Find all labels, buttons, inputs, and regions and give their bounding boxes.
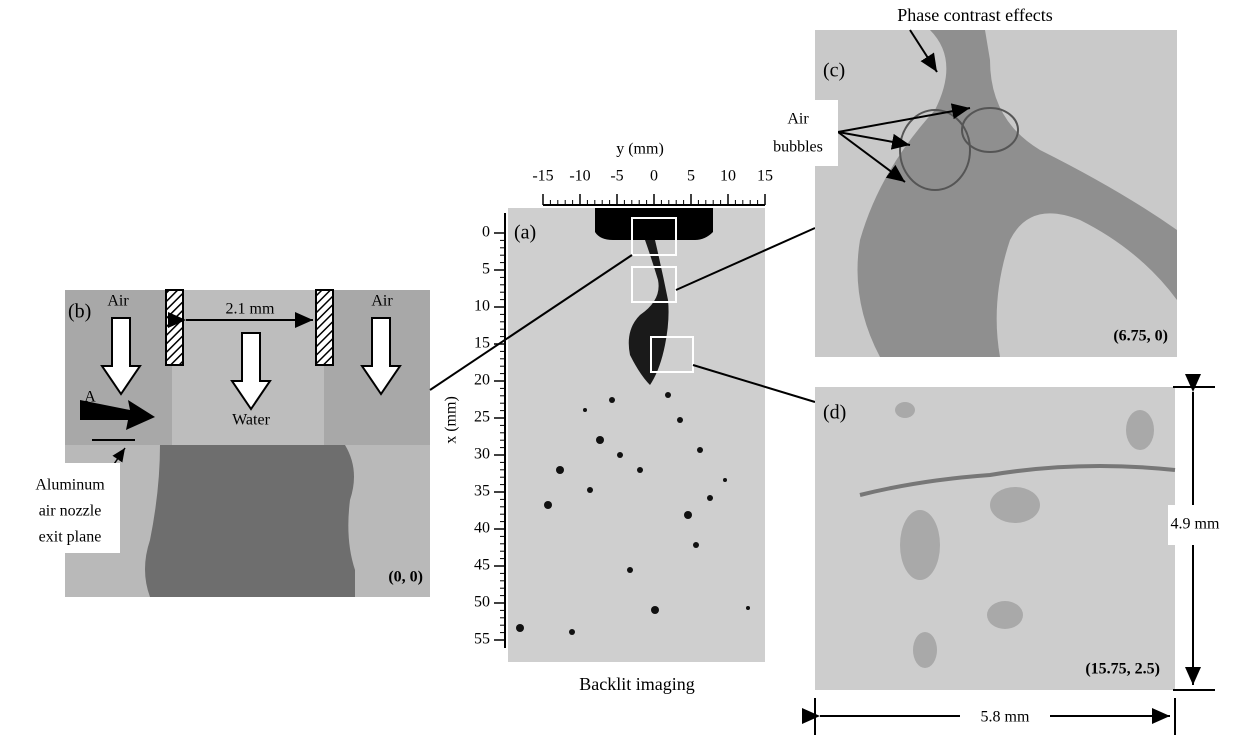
tick-label: 50: [474, 594, 490, 611]
tick-label: -10: [569, 168, 590, 185]
tick-label: 45: [474, 557, 490, 574]
tick-label: 20: [474, 372, 490, 389]
tick-label: -15: [532, 168, 553, 185]
panel-c: Phase contrast effects Air bubbles (c) (…: [758, 5, 1177, 357]
dimension: 5.8 mm: [981, 709, 1030, 726]
nozzle-wall: [316, 290, 333, 365]
coordinates: (6.75, 0): [1113, 328, 1168, 345]
tick-label: 0: [482, 224, 490, 241]
tick-label: 10: [720, 168, 736, 185]
note-line: Air: [787, 111, 809, 128]
note-line: Aluminum: [35, 477, 105, 494]
caption: Backlit imaging: [579, 674, 694, 694]
panel-label: (b): [68, 301, 91, 323]
panel-label: (c): [823, 60, 845, 82]
annotation: Phase contrast effects: [897, 5, 1053, 25]
annotation: Air: [371, 293, 393, 310]
tick-label: 10: [474, 298, 490, 315]
annotation: 2.1 mm: [226, 301, 275, 318]
panel-d: (d) (15.75, 2.5) 4.9 mm 5.8 mm: [815, 387, 1226, 735]
dimension: 4.9 mm: [1171, 516, 1220, 533]
tick-label: 0: [650, 168, 658, 185]
note-line: exit plane: [39, 529, 102, 546]
panel-label: (d): [823, 402, 846, 424]
image: [508, 208, 765, 662]
tick-label: 15: [474, 335, 490, 352]
nozzle-wall: [166, 290, 183, 365]
tick-label: 30: [474, 446, 490, 463]
panel-b: (b) Air Air 2.1 mm Water A Aluminum air …: [20, 290, 430, 597]
panel-label: (a): [514, 222, 536, 244]
figure: (b) Air Air 2.1 mm Water A Aluminum air …: [0, 0, 1233, 738]
tick-label: -5: [610, 168, 623, 185]
note-line: air nozzle: [39, 503, 102, 520]
panel-a: (a) y (mm) x (mm) Backlit imaging -15 -10…: [443, 141, 773, 694]
annotation: Water: [232, 412, 270, 429]
axis-label: y (mm): [616, 141, 664, 158]
coordinates: (0, 0): [388, 569, 423, 586]
nozzle: [595, 208, 713, 240]
tick-label: 55: [474, 631, 490, 648]
annotation: Air: [107, 293, 129, 310]
tick-label: 15: [757, 168, 773, 185]
annotation: A: [84, 389, 96, 406]
tick-label: 40: [474, 520, 490, 537]
tick-label: 5: [687, 168, 695, 185]
axis-label: x (mm): [443, 396, 460, 444]
coordinates: (15.75, 2.5): [1085, 661, 1160, 678]
tick-label: 5: [482, 261, 490, 278]
tick-label: 25: [474, 409, 490, 426]
water-jet: [145, 445, 355, 597]
note-line: bubbles: [773, 139, 823, 156]
tick-label: 35: [474, 483, 490, 500]
image: [815, 387, 1175, 690]
